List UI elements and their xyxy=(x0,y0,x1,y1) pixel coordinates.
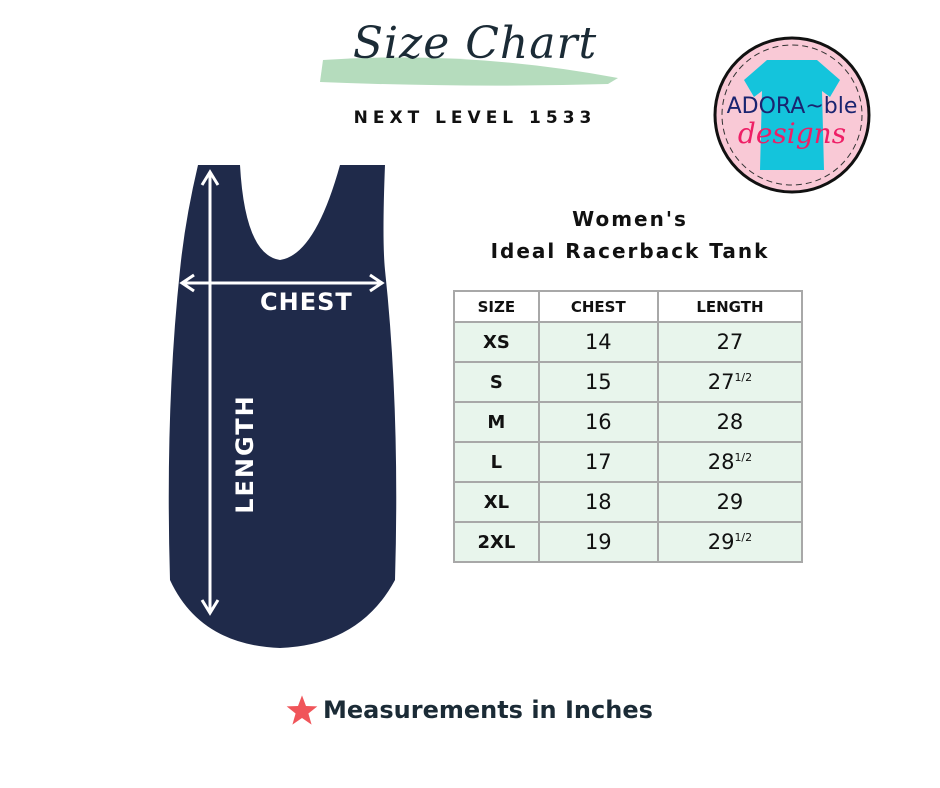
brush-stroke xyxy=(320,57,618,86)
svg-text:designs: designs xyxy=(738,117,846,150)
table-row: L 17 281/2 xyxy=(453,441,804,483)
length-cell: 281/2 xyxy=(656,441,804,483)
chest-cell: 18 xyxy=(537,481,659,523)
length-cell: 28 xyxy=(656,401,804,443)
table-row: S 15 271/2 xyxy=(453,361,804,403)
length-label: LENGTH xyxy=(231,394,259,514)
measurement-note: Measurements in Inches xyxy=(285,694,653,726)
chest-cell: 16 xyxy=(537,401,659,443)
length-fraction: 1/2 xyxy=(734,371,753,384)
length-fraction: 1/2 xyxy=(734,531,753,544)
chest-cell: 15 xyxy=(537,361,659,403)
header-length: LENGTH xyxy=(656,290,804,323)
svg-text:ADORA~ble: ADORA~ble xyxy=(727,94,858,119)
size-cell: S xyxy=(453,361,540,403)
title: Size Chart xyxy=(352,18,598,69)
length-value: 29 xyxy=(707,530,735,554)
length-cell: 291/2 xyxy=(656,521,804,563)
table-row: XL 18 29 xyxy=(453,481,804,523)
length-value: 27 xyxy=(707,370,735,394)
length-value: 28 xyxy=(707,450,735,474)
header-chest: CHEST xyxy=(537,290,659,323)
tank-top-illustration xyxy=(168,165,397,648)
length-fraction: 1/2 xyxy=(734,451,753,464)
length-cell: 29 xyxy=(656,481,804,523)
chest-cell: 14 xyxy=(537,321,659,363)
size-cell: M xyxy=(453,401,540,443)
note-text: Measurements in Inches xyxy=(323,696,653,724)
chest-cell: 17 xyxy=(537,441,659,483)
chest-label: CHEST xyxy=(260,288,353,316)
size-cell: XL xyxy=(453,481,540,523)
length-cell: 27 xyxy=(656,321,804,363)
table-header-row: SIZE CHEST LENGTH xyxy=(453,290,804,323)
length-value: 28 xyxy=(716,410,744,434)
table-row: 2XL 19 291/2 xyxy=(453,521,804,563)
size-table: SIZE CHEST LENGTH XS 14 27 S 15 271/2 M 16… xyxy=(453,290,804,563)
chest-cell: 19 xyxy=(537,521,659,563)
subtitle: NEXT LEVEL 1533 xyxy=(353,108,597,128)
length-value: 29 xyxy=(716,490,744,514)
table-row: M 16 28 xyxy=(453,401,804,443)
size-cell: XS xyxy=(453,321,540,363)
length-cell: 271/2 xyxy=(656,361,804,403)
size-cell: L xyxy=(453,441,540,483)
length-value: 27 xyxy=(716,330,744,354)
product-heading: Women's Ideal Racerback Tank xyxy=(440,203,820,267)
size-cell: 2XL xyxy=(453,521,540,563)
product-line-1: Women's xyxy=(572,207,688,231)
brand-logo: ADORA~ble designs xyxy=(713,36,871,194)
header-size: SIZE xyxy=(453,290,540,323)
star-icon xyxy=(286,695,318,725)
product-line-2: Ideal Racerback Tank xyxy=(490,239,770,263)
table-row: XS 14 27 xyxy=(453,321,804,363)
